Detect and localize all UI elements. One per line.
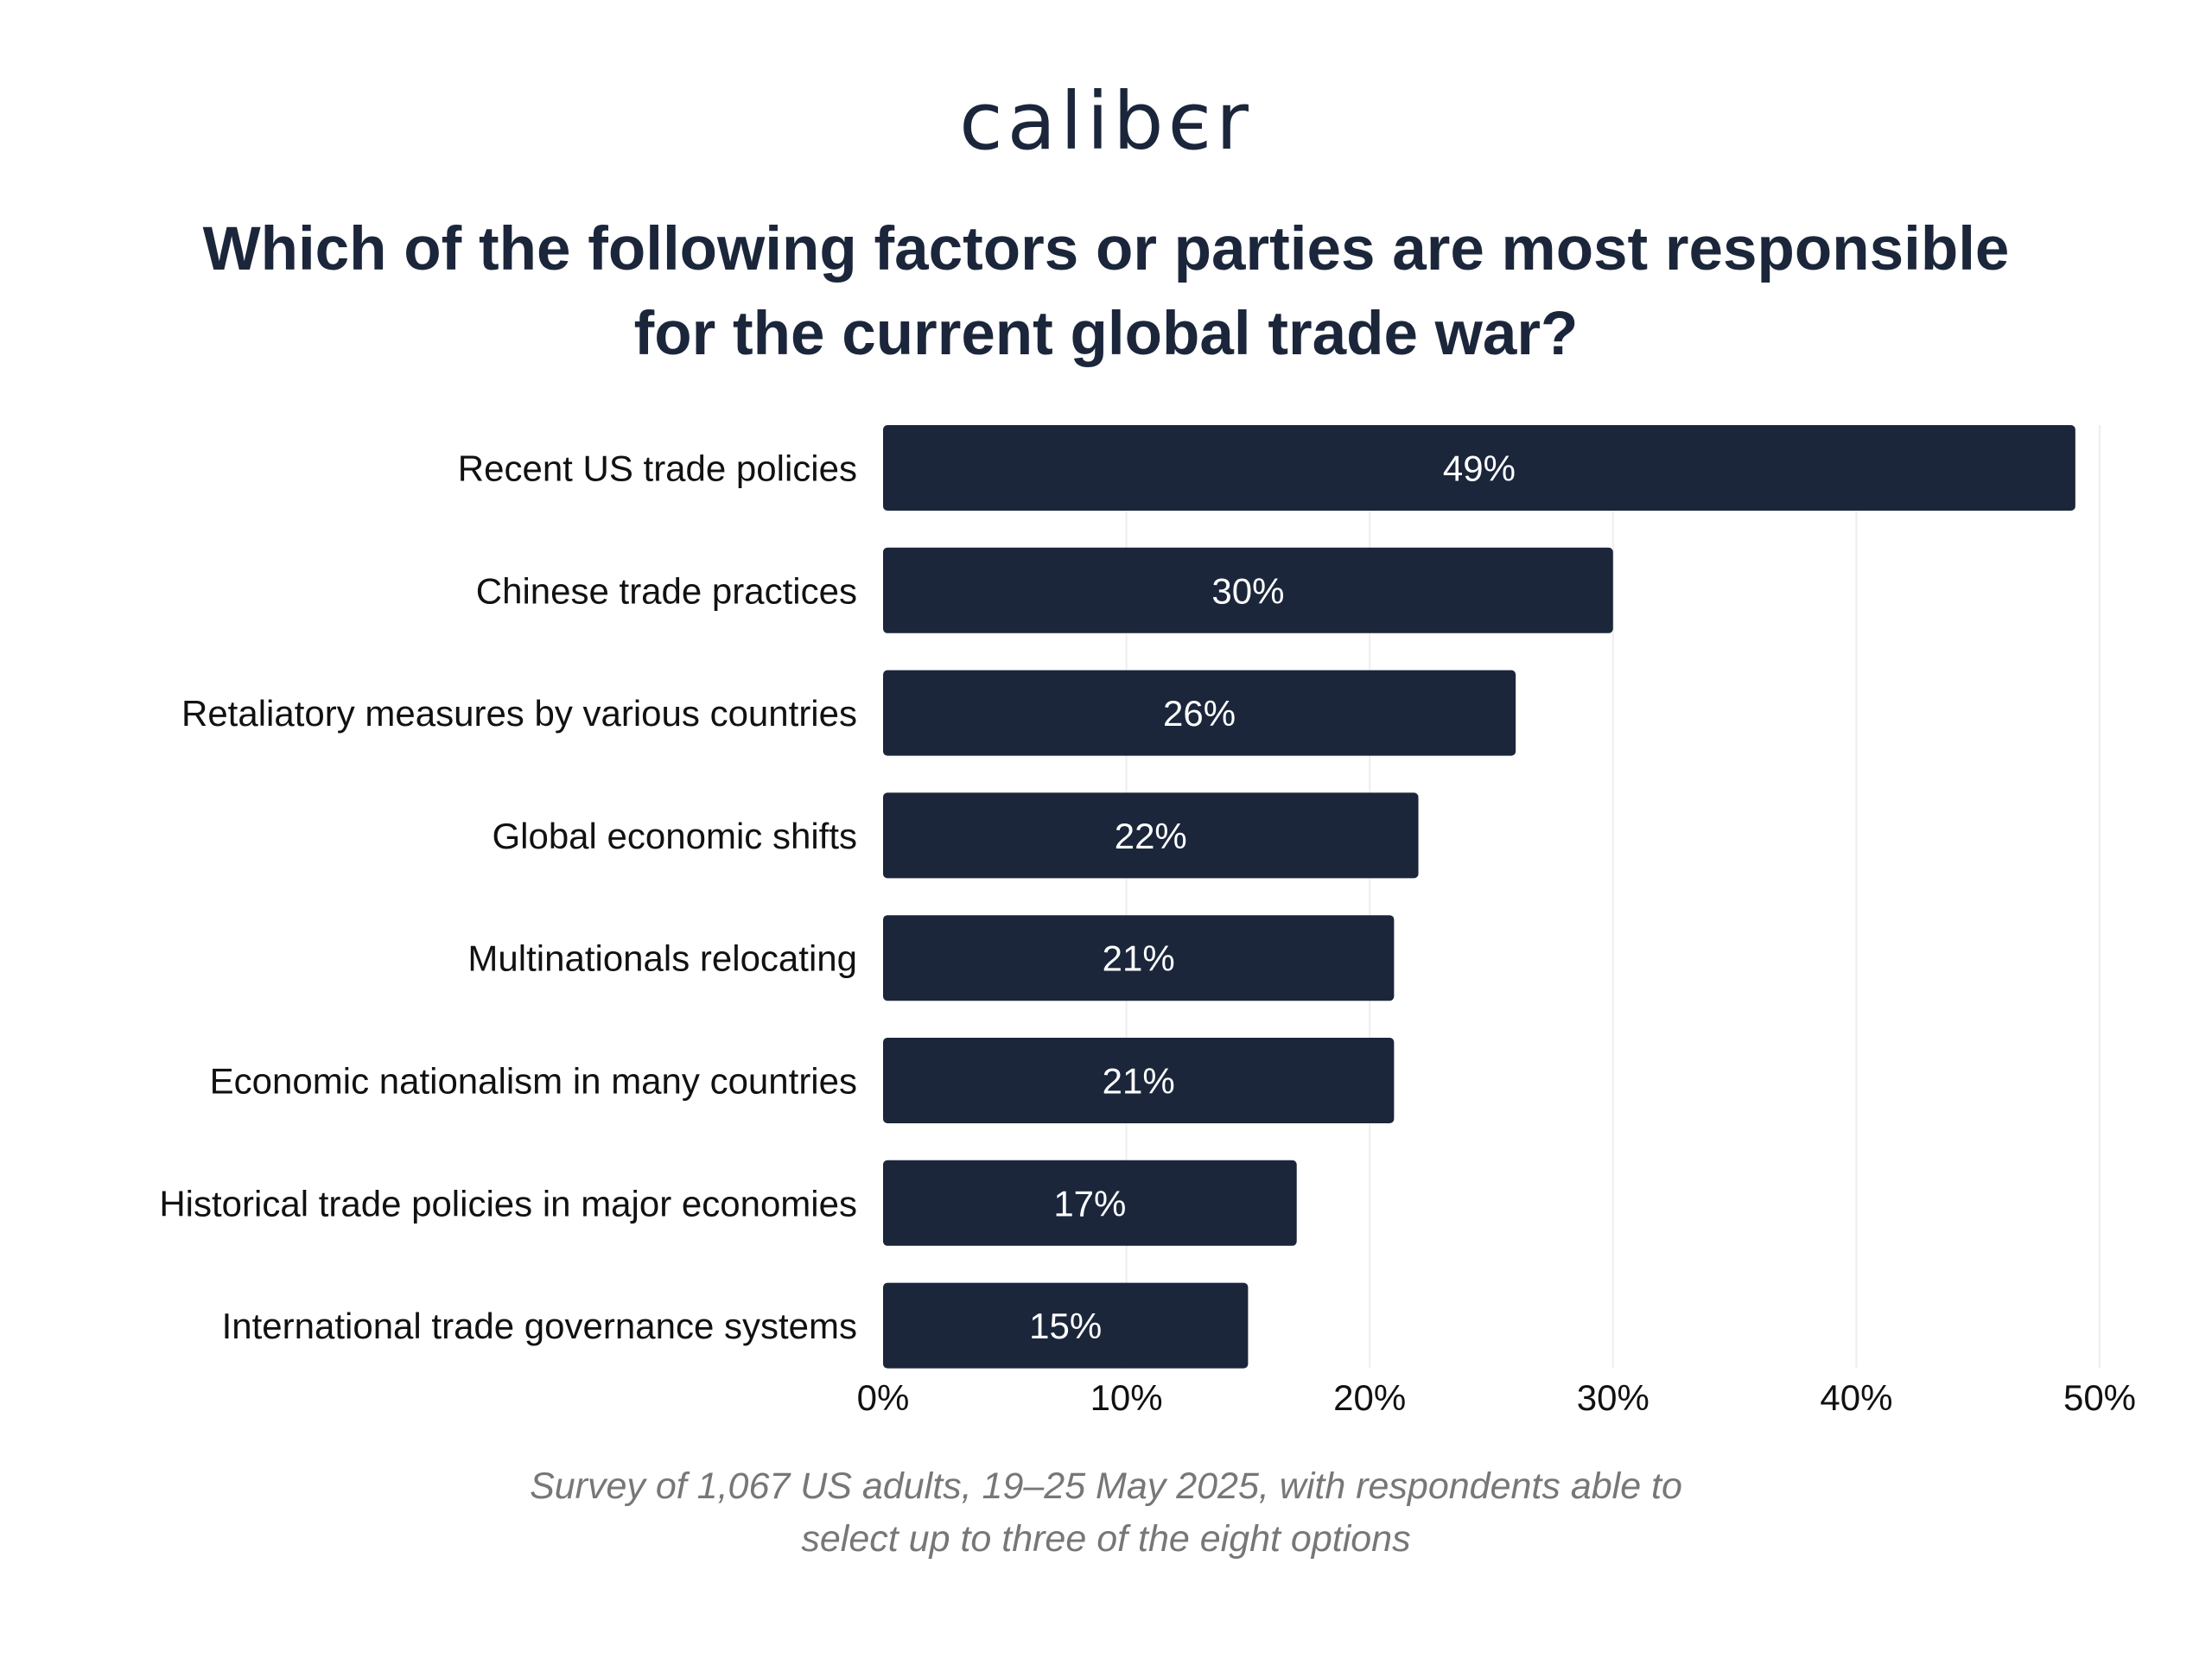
category-label: Multinationals relocating (467, 938, 857, 979)
bar-value-label: 49% (1443, 448, 1516, 489)
bar-value-label: 21% (1103, 1061, 1175, 1102)
x-tick-label: 30% (1577, 1377, 1649, 1418)
bar (883, 792, 1419, 879)
category-label: Global economic shifts (492, 816, 857, 856)
brand-logo: calibєr (959, 75, 1253, 168)
x-axis: 0% 10% 20% 30% 40% 50% (857, 1377, 2136, 1418)
category-label: Retaliatory measures by various countrie… (181, 693, 857, 734)
bar-value-label: 15% (1029, 1306, 1102, 1346)
x-tick-label: 0% (857, 1377, 910, 1418)
bar (883, 915, 1395, 1001)
bar (883, 547, 1613, 633)
bar-value-label: 26% (1163, 693, 1236, 734)
category-label: Economic nationalism in many countries (210, 1061, 857, 1102)
bar (883, 670, 1516, 756)
bar-value-label: 21% (1103, 938, 1175, 979)
chart-title-line-1: Which of the following factors or partie… (202, 215, 2010, 283)
bars: 49% 30% 26% 22% 21% 21% 17% 15% (883, 425, 2075, 1369)
bar (883, 1160, 1297, 1246)
bar-value-label: 22% (1115, 816, 1187, 856)
category-label: Historical trade policies in major econo… (159, 1183, 857, 1224)
x-tick-label: 20% (1333, 1377, 1406, 1418)
category-label: Chinese trade practices (476, 570, 857, 611)
bar-value-label: 17% (1053, 1183, 1126, 1224)
x-tick-label: 50% (2063, 1377, 2136, 1418)
survey-note-line-2: select up to three of the eight options (801, 1518, 1411, 1560)
category-label: Recent US trade policies (458, 448, 857, 489)
bar-value-label: 30% (1211, 570, 1284, 611)
category-label: International trade governance systems (222, 1306, 857, 1346)
survey-note: Survey of 1,067 US adults, 19–25 May 202… (328, 1460, 1884, 1566)
category-labels: Recent US trade policies Chinese trade pr… (159, 448, 857, 1347)
chart-title: Which of the following factors or partie… (156, 207, 2056, 377)
bar (883, 425, 2075, 511)
survey-note-line-1: Survey of 1,067 US adults, 19–25 May 202… (530, 1465, 1682, 1507)
bar (883, 1282, 1249, 1369)
x-tick-label: 40% (1820, 1377, 1892, 1418)
x-tick-label: 10% (1090, 1377, 1163, 1418)
chart-title-line-2: for the current global trade war? (633, 300, 1579, 368)
bar (883, 1038, 1395, 1123)
